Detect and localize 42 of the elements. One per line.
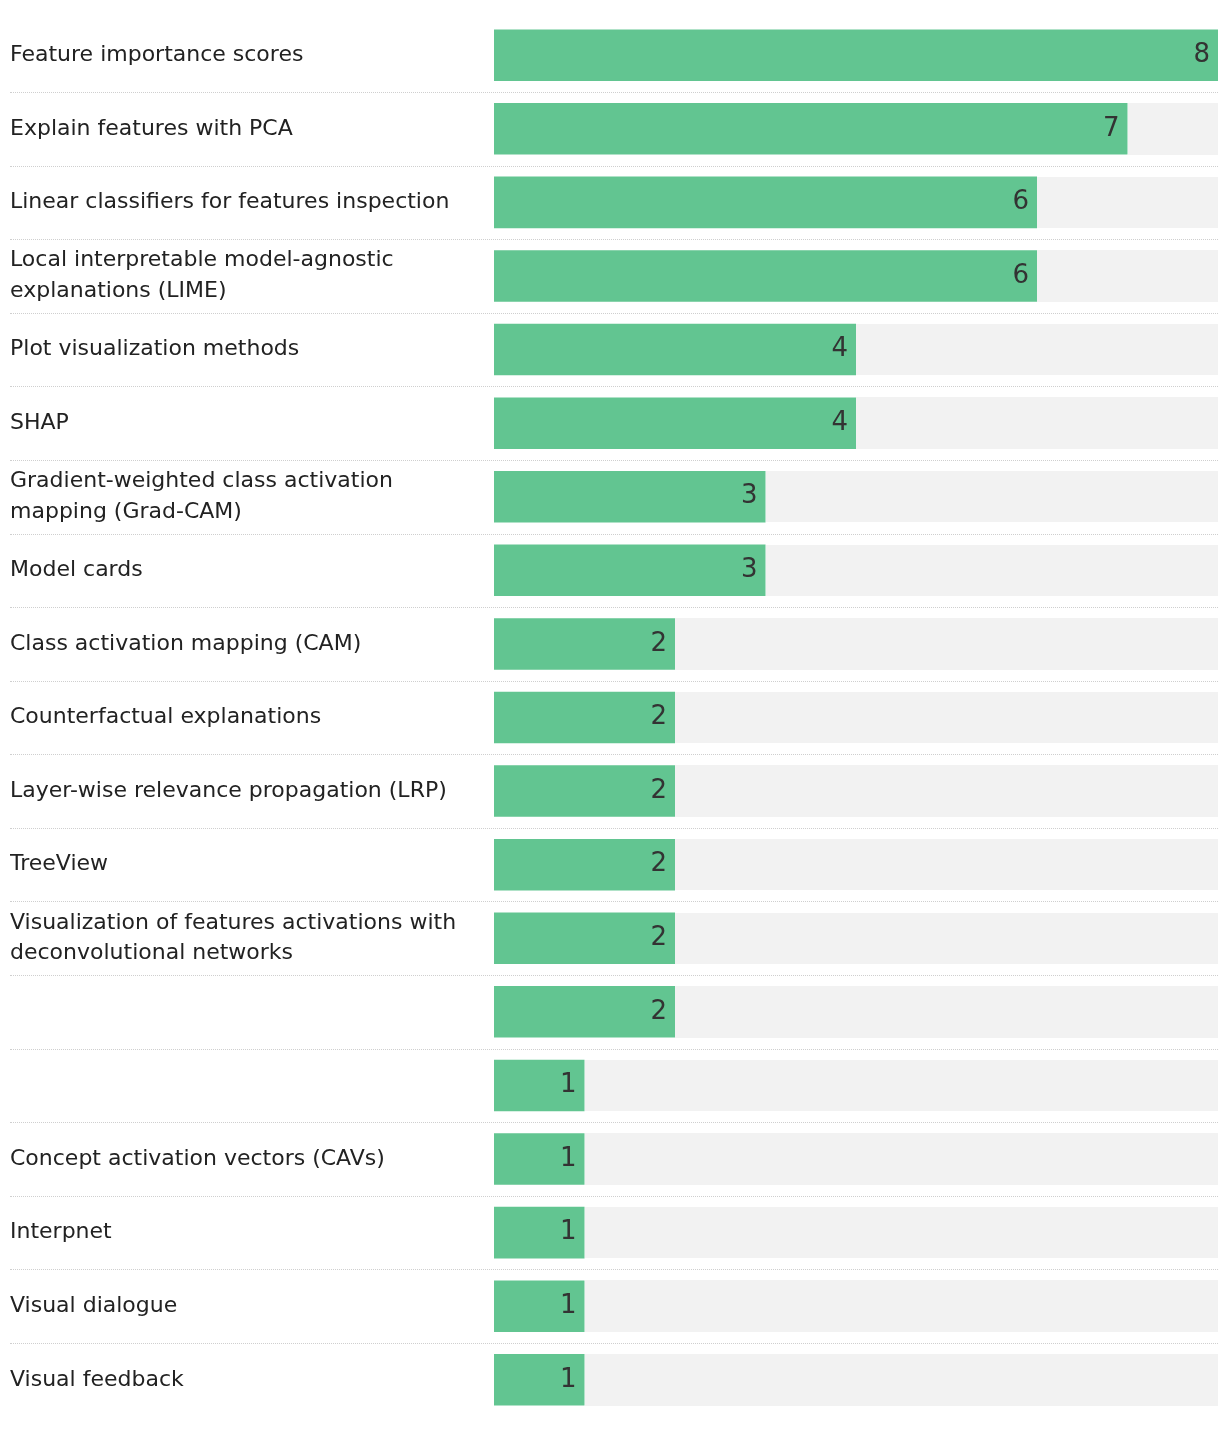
data-label: 2 bbox=[650, 847, 667, 878]
y-tick-label: Local interpretable model-agnostic explanations (LIME) bbox=[10, 246, 394, 303]
data-label: 1 bbox=[559, 1288, 577, 1319]
data-label: 2 bbox=[650, 773, 667, 804]
y-tick-label: Gradient-weighted class activation mapping (Grad-CAM) bbox=[10, 467, 393, 523]
y-tick-label: Layer-wise relevance propagation (LRP) bbox=[10, 776, 447, 802]
data-label: 7 bbox=[1102, 111, 1120, 142]
data-label: 2 bbox=[650, 921, 667, 952]
data-label: 6 bbox=[1012, 258, 1029, 289]
y-tick-label: TreeView bbox=[9, 850, 109, 876]
data-label: 3 bbox=[740, 479, 758, 510]
y-tick-label: Feature importance scores bbox=[10, 40, 304, 66]
y-tick-label: Class activation mapping (CAM) bbox=[10, 629, 362, 655]
data-label: 2 bbox=[650, 994, 667, 1025]
data-label: 3 bbox=[740, 553, 758, 584]
y-tick-label: Visual feedback bbox=[10, 1365, 184, 1391]
data-label: 1 bbox=[559, 1068, 577, 1099]
y-tick-label: Visual dialogue bbox=[10, 1291, 178, 1317]
bar bbox=[494, 29, 1218, 81]
bar bbox=[494, 1354, 585, 1406]
data-label: 6 bbox=[1012, 185, 1029, 216]
data-label: 1 bbox=[559, 1141, 577, 1172]
data-label: 4 bbox=[831, 405, 848, 436]
data-label: 8 bbox=[1193, 37, 1210, 68]
y-tick-label: Concept activation vectors (CAVs) bbox=[10, 1144, 385, 1170]
y-tick-label: Visualization of features activations with deconvolutional networks bbox=[10, 908, 457, 965]
y-tick-label: Model cards bbox=[10, 556, 143, 582]
data-label: 2 bbox=[650, 626, 667, 657]
y-tick-label: Counterfactual explanations bbox=[10, 703, 322, 729]
y-tick-label: Linear classifiers for features inspection bbox=[10, 188, 450, 214]
y-tick-label: Explain features with PCA bbox=[10, 114, 293, 140]
data-label: 1 bbox=[559, 1362, 577, 1393]
bar bbox=[494, 1133, 585, 1185]
y-tick-label: Interpnet bbox=[10, 1218, 113, 1244]
bar bbox=[494, 1059, 585, 1112]
bar bbox=[494, 1206, 585, 1259]
data-label: 1 bbox=[559, 1215, 577, 1246]
y-tick-label: Plot visualization methods bbox=[10, 335, 300, 361]
y-tick-label: SHAP bbox=[10, 408, 69, 434]
bar bbox=[494, 1280, 585, 1332]
data-label: 2 bbox=[650, 700, 667, 731]
data-label: 4 bbox=[831, 332, 848, 363]
